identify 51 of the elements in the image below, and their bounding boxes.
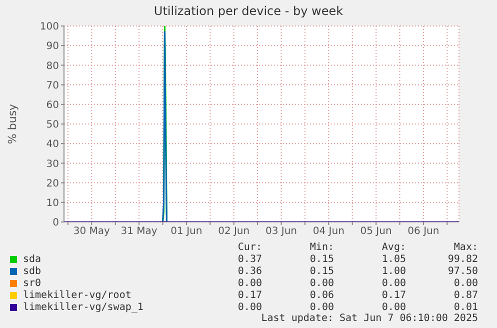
text: 0.00 <box>452 278 478 288</box>
y-tick-label: 30 <box>46 158 59 170</box>
text: Last update: Sat Jun 7 06:10:00 2025 <box>260 313 478 324</box>
text: 0.37 <box>236 254 262 264</box>
text: 0.00 <box>380 302 406 312</box>
text: 0.01 <box>452 302 478 312</box>
text: 0.00 <box>308 302 334 312</box>
text: Avg: <box>380 242 406 253</box>
text: 0.17 <box>236 290 262 300</box>
legend-label: sdb <box>23 266 42 276</box>
text: 0.17 <box>380 290 406 300</box>
text: 0.87 <box>452 290 478 300</box>
text: 0.06 <box>308 290 334 300</box>
legend-label: sda <box>23 254 42 264</box>
x-tick-label: 01 Jun <box>170 226 202 238</box>
text: 1.00 <box>380 266 406 276</box>
x-tick-label: 02 Jun <box>218 226 250 238</box>
x-tick-label: 30 May <box>73 226 110 238</box>
text: 0.15 <box>308 266 334 276</box>
text: 0.00 <box>380 278 406 288</box>
text: 0.00 <box>308 278 334 288</box>
y-tick-label: 50 <box>46 120 59 131</box>
text: 0.00 <box>236 302 262 312</box>
y-tick-label: 100 <box>40 22 59 33</box>
legend-label: limekiller-vg/root <box>23 290 132 300</box>
text: 0.15 <box>308 254 334 264</box>
text: 0.36 <box>236 266 262 276</box>
text: 97.50 <box>446 266 478 276</box>
y-tick-label: 60 <box>46 100 59 111</box>
y-tick-label: 40 <box>46 139 59 150</box>
chart-title: Utilization per device - by week <box>152 3 344 20</box>
y-tick-label: 90 <box>46 41 59 52</box>
x-tick-label: 04 Jun <box>312 226 344 238</box>
text: Max: <box>452 242 478 253</box>
y-tick-label: 0 <box>52 218 59 229</box>
y-tick-label: 20 <box>46 178 59 190</box>
x-tick-label: 06 Jun <box>408 226 440 238</box>
y-axis-title: % busy <box>6 103 19 144</box>
legend-label: sr0 <box>23 278 42 288</box>
x-tick-label: 31 May <box>120 226 158 238</box>
text: 0.00 <box>236 278 262 288</box>
x-tick-label: 05 Jun <box>360 226 392 238</box>
legend-label: limekiller-vg/swap_1 <box>23 302 144 312</box>
text: 1.05 <box>380 254 406 264</box>
text: Cur: <box>236 242 262 253</box>
text: Min: <box>308 242 334 253</box>
x-tick-label: 03 Jun <box>265 226 298 238</box>
y-tick-label: 70 <box>46 80 59 92</box>
y-tick-label: 80 <box>46 60 59 72</box>
y-tick-label: 10 <box>46 198 59 209</box>
text: 99.82 <box>446 254 478 264</box>
